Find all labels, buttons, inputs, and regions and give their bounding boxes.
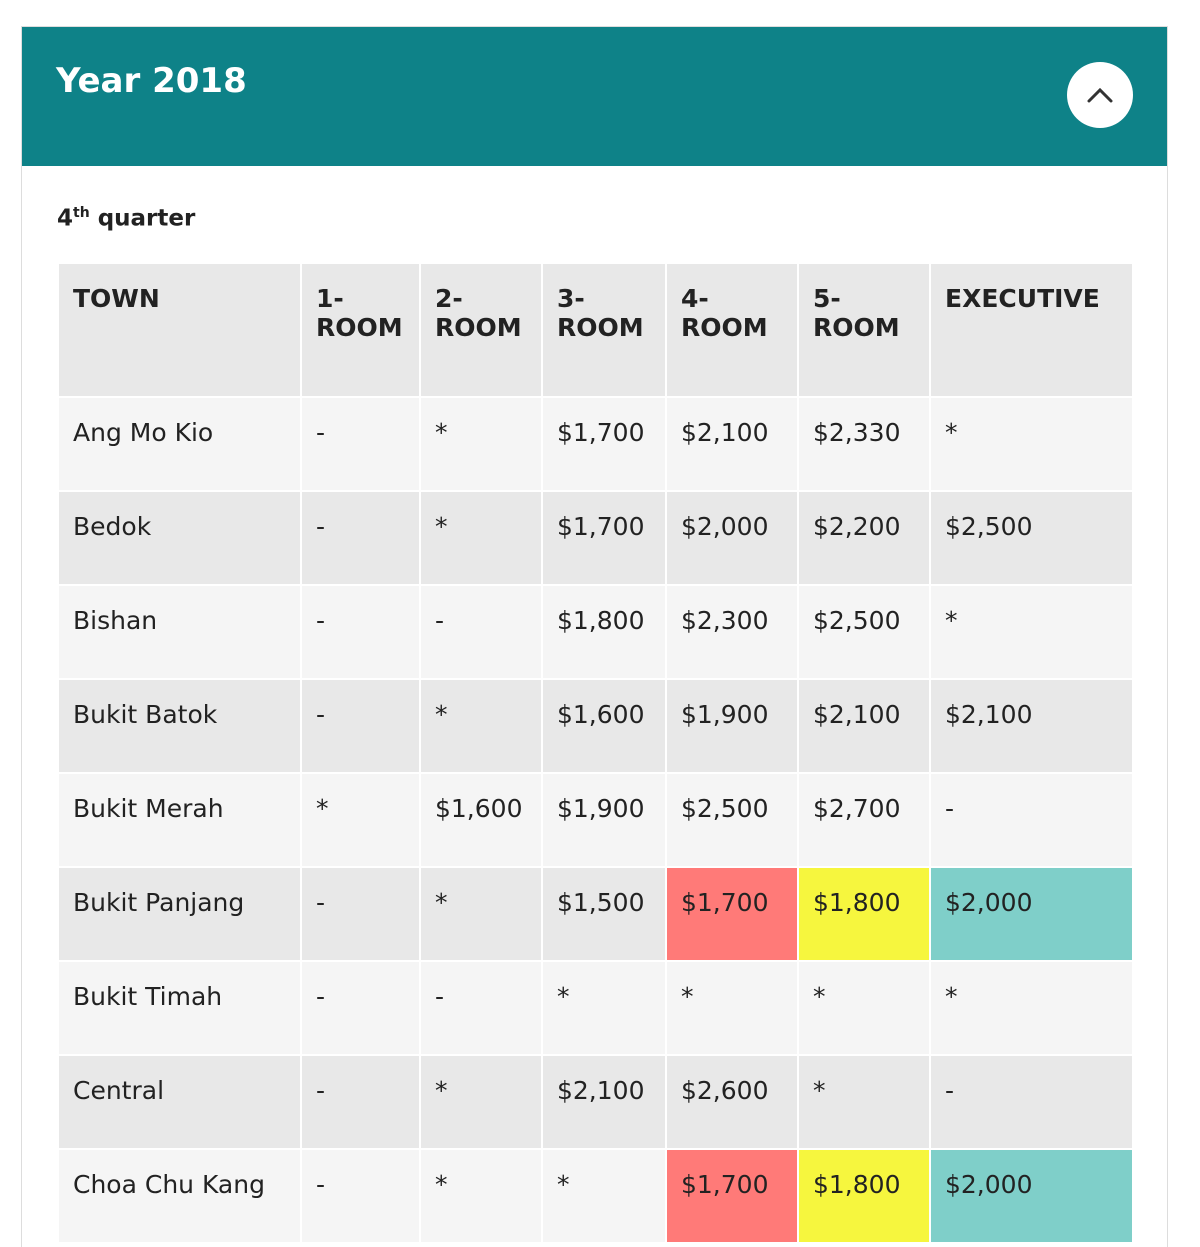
town-cell: Ang Mo Kio [57, 396, 302, 492]
table-row: Bishan - - $1,800 $2,300 $2,500 * [57, 584, 1134, 680]
rent-cell: * [419, 1054, 543, 1150]
rent-cell: $1,500 [541, 866, 667, 962]
town-cell: Bukit Timah [57, 960, 302, 1056]
rent-cell: * [419, 678, 543, 774]
rent-cell: - [300, 490, 421, 586]
rent-cell: $1,900 [541, 772, 667, 868]
rent-cell: $1,600 [419, 772, 543, 868]
rent-cell: - [419, 960, 543, 1056]
rent-cell: $2,000 [665, 490, 799, 586]
column-header: 5-ROOM [797, 262, 931, 398]
rent-cell: $1,600 [541, 678, 667, 774]
column-header: EXECUTIVE [929, 262, 1134, 398]
quarter-number: 4 [57, 205, 74, 232]
page: {"header": {"title": "Year 2018"}, "sect… [21, 26, 1168, 1247]
rent-cell: $2,500 [929, 490, 1134, 586]
rent-cell: $1,800 [541, 584, 667, 680]
rent-cell: * [541, 960, 667, 1056]
column-header: 3-ROOM [541, 262, 667, 398]
rent-cell: * [419, 490, 543, 586]
rent-cell: $2,500 [797, 584, 931, 680]
rent-cell: - [300, 866, 421, 962]
table-row: Bedok - * $1,700 $2,000 $2,200 $2,500 [57, 490, 1134, 586]
rent-cell: * [797, 1054, 931, 1150]
rent-cell: $2,700 [797, 772, 931, 868]
rent-cell: $1,700 [541, 490, 667, 586]
rent-cell: - [300, 1054, 421, 1150]
rent-cell: - [929, 1054, 1134, 1150]
town-cell: Bukit Panjang [57, 866, 302, 962]
column-header: TOWN [57, 262, 302, 398]
table-row: Ang Mo Kio - * $1,700 $2,100 $2,330 * [57, 396, 1134, 492]
chevron-icon [1087, 87, 1113, 103]
accordion-card: Year 2018 4th quarter TOWN 1-ROOM 2-ROOM 3-… [21, 26, 1168, 1247]
rent-cell: * [419, 396, 543, 492]
rent-cell: $2,100 [929, 678, 1134, 774]
table-row: Central - * $2,100 $2,600 * - [57, 1054, 1134, 1150]
accordion-header[interactable]: Year 2018 [22, 27, 1167, 166]
rent-cell: $1,900 [665, 678, 799, 774]
rent-cell: * [929, 584, 1134, 680]
rent-cell: - [419, 584, 543, 680]
highlighted-cell: $1,800 [797, 866, 931, 962]
table-row: Bukit Panjang - * $1,500 $1,700 $1,800 $2,000 [57, 866, 1134, 962]
rent-cell: $2,100 [541, 1054, 667, 1150]
quarter-suffix: th [73, 205, 90, 221]
highlighted-cell: $1,700 [665, 1148, 799, 1244]
highlighted-cell: $2,000 [929, 866, 1134, 962]
rent-cell: - [300, 1148, 421, 1244]
rent-cell: $2,500 [665, 772, 799, 868]
highlighted-cell: $1,700 [665, 866, 799, 962]
highlighted-cell: $1,800 [797, 1148, 931, 1244]
town-cell: Bedok [57, 490, 302, 586]
town-cell: Central [57, 1054, 302, 1150]
table-row: Bukit Merah * $1,600 $1,900 $2,500 $2,700- [57, 772, 1134, 868]
header-row: TOWN 1-ROOM 2-ROOM 3-ROOM 4-ROOM 5-ROOM EXECUT… [57, 262, 1134, 398]
rent-cell: - [300, 678, 421, 774]
rent-cell: * [541, 1148, 667, 1244]
rent-cell: $2,330 [797, 396, 931, 492]
table-row: Bukit Batok - * $1,600 $1,900 $2,100 $2,100 [57, 678, 1134, 774]
rent-cell: - [300, 960, 421, 1056]
highlighted-cell: $2,000 [929, 1148, 1134, 1244]
town-cell: Bishan [57, 584, 302, 680]
rent-cell: $2,100 [665, 396, 799, 492]
page-body: Year 2018 4th quarter TOWN 1-ROOM 2-ROOM 3-… [21, 26, 1168, 1247]
rent-cell: * [929, 396, 1134, 492]
rent-table: TOWN 1-ROOM 2-ROOM 3-ROOM 4-ROOM 5-ROOM EXECUT… [57, 262, 1134, 1244]
rent-cell: - [300, 584, 421, 680]
column-header: 1-ROOM [300, 262, 421, 398]
rent-cell: $1,700 [541, 396, 667, 492]
rent-cell: - [929, 772, 1134, 868]
quarter-word: quarter [97, 205, 196, 232]
rent-cell: * [419, 866, 543, 962]
rent-cell: * [300, 772, 421, 868]
rent-cell: * [929, 960, 1134, 1056]
table-row: Bukit Timah - - * * * * [57, 960, 1134, 1056]
town-cell: Bukit Merah [57, 772, 302, 868]
rent-cell: $2,600 [665, 1054, 799, 1150]
rent-cell: $2,200 [797, 490, 931, 586]
rent-cell: - [300, 396, 421, 492]
column-header: 2-ROOM [419, 262, 543, 398]
rent-cell: $2,100 [797, 678, 931, 774]
rent-cell: * [665, 960, 799, 1056]
rent-cell: $2,300 [665, 584, 799, 680]
collapse-button[interactable] [1067, 62, 1133, 128]
quarter-heading: 4th quarter [57, 205, 195, 232]
town-cell: Bukit Batok [57, 678, 302, 774]
rent-cell: * [419, 1148, 543, 1244]
table-row: Choa Chu Kang - * * $1,700 $1,800 $2,000 [57, 1148, 1134, 1244]
accordion-title: Year 2018 [56, 61, 247, 101]
column-header: 4-ROOM [665, 262, 799, 398]
town-cell: Choa Chu Kang [57, 1148, 302, 1244]
rent-cell: * [797, 960, 931, 1056]
